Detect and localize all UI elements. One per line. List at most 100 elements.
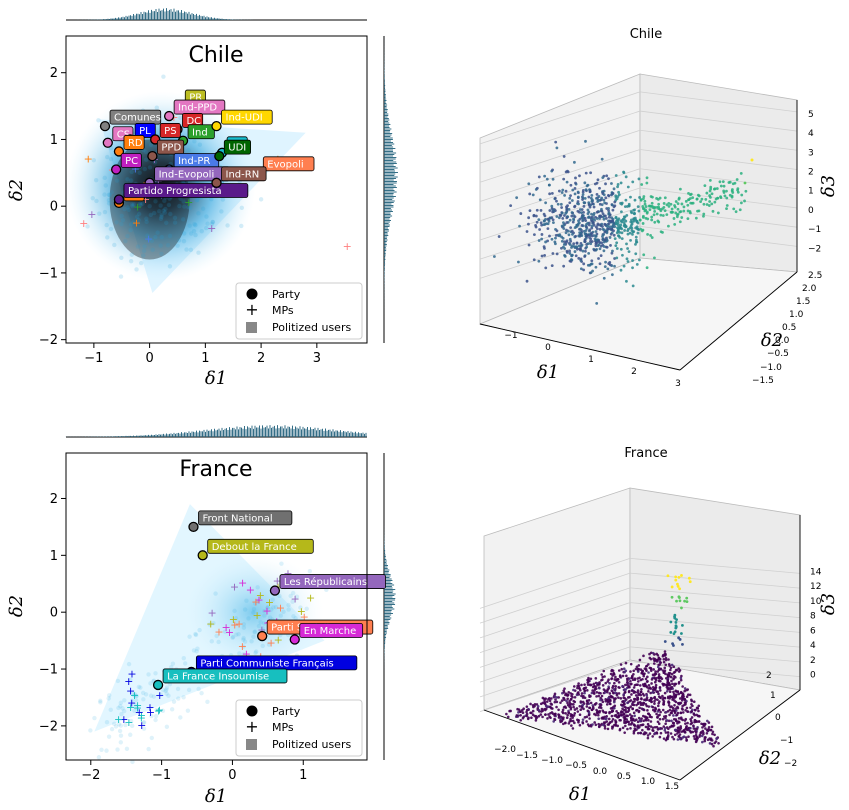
x-tick: 1.0	[641, 777, 656, 787]
party-label: PS	[159, 123, 181, 138]
chile-2d-panel: ++++++++++++++++++++++++++++++++ Comunes…	[6, 8, 398, 389]
svg-text:Comunes: Comunes	[114, 113, 161, 124]
svg-text:2: 2	[50, 492, 58, 507]
svg-text:Ind-PR: Ind-PR	[178, 156, 210, 167]
party-point	[147, 150, 158, 162]
y-tick: 1	[50, 549, 66, 564]
legend-party-marker	[246, 705, 258, 717]
mp-marker: +	[87, 208, 96, 221]
svg-text:DC: DC	[186, 116, 201, 127]
mp-marker: +	[207, 222, 216, 235]
y-tick: 0	[775, 713, 781, 723]
svg-text:−2: −2	[39, 719, 58, 734]
svg-text:La France Insoumise: La France Insoumise	[167, 671, 269, 682]
france-x-axis: −2 −1 0 1	[81, 760, 307, 783]
chile-y-axis: −2 −1 0 1 2	[39, 66, 66, 348]
party-label: Comunes	[109, 109, 162, 125]
z-tick: 14	[810, 567, 822, 577]
mp-marker: +	[254, 594, 263, 607]
chile-3d-zlabel: δ3	[818, 175, 839, 197]
france-party-points: Front National Debout la France Les Républ…	[152, 510, 386, 691]
y-tick: 2	[766, 671, 772, 681]
z-tick: −2	[808, 244, 821, 254]
party-point	[197, 550, 208, 561]
party-label: Partido Progresista	[123, 183, 249, 198]
y-tick: 2	[50, 492, 66, 507]
svg-text:2: 2	[257, 351, 265, 366]
z-tick: 4	[808, 129, 814, 139]
y-tick: −2	[39, 719, 66, 734]
chile-party-points: ComunesCSPLRDPCPHPRInd-PPDDCPSIndPPDInd-…	[99, 89, 315, 208]
mp-marker: +	[274, 634, 283, 647]
legend-party-label: Party	[272, 705, 301, 718]
svg-text:0: 0	[50, 200, 58, 215]
x-tick: 1	[201, 343, 209, 366]
party-label: RD	[123, 135, 145, 150]
party-point	[152, 679, 164, 691]
party-label: Evopoli	[262, 156, 315, 172]
mp-marker: +	[184, 196, 193, 209]
mp-marker: +	[283, 567, 292, 580]
france-legend: Party + MPs Politized users	[235, 699, 363, 757]
legend-party-marker	[246, 288, 258, 300]
mp-marker: +	[306, 591, 315, 604]
z-tick: 3	[808, 148, 814, 158]
svg-text:Debout la France: Debout la France	[212, 542, 297, 553]
y-tick: 2	[50, 66, 66, 81]
mp-marker: +	[214, 626, 223, 639]
mp-marker: +	[133, 201, 142, 214]
x-tick: −1	[504, 331, 517, 341]
party-label: Front National	[198, 510, 293, 526]
z-tick: 5	[808, 110, 814, 120]
svg-text:Ind-UDI: Ind-UDI	[226, 113, 263, 124]
x-tick: −1.0	[541, 756, 563, 766]
party-point	[211, 120, 222, 132]
svg-text:Partido Progresista: Partido Progresista	[128, 186, 222, 197]
x-tick: 3	[675, 379, 681, 389]
party-label: PC	[120, 153, 142, 168]
mp-marker: +	[126, 684, 135, 697]
mp-marker: +	[84, 152, 93, 165]
svg-text:−2: −2	[81, 768, 100, 783]
party-point	[269, 585, 281, 596]
svg-text:0: 0	[228, 768, 236, 783]
x-tick: −1.5	[516, 751, 538, 761]
mp-marker: +	[256, 589, 265, 602]
france-3d-title: France	[624, 446, 667, 461]
mp-marker: +	[135, 706, 144, 719]
mp-marker: +	[133, 699, 142, 712]
party-label: Ind-UDI	[221, 109, 273, 125]
z-tick: 12	[810, 582, 821, 592]
mp-marker: +	[124, 716, 133, 729]
y-tick: 1.5	[796, 297, 810, 307]
x-tick: 2	[631, 367, 637, 377]
mp-marker: +	[141, 193, 150, 206]
mp-marker: +	[230, 580, 239, 593]
mp-marker: +	[133, 701, 142, 714]
mp-marker: +	[131, 163, 140, 176]
svg-text:UDI: UDI	[228, 143, 246, 154]
mp-marker: +	[126, 701, 135, 714]
france-plot-frame	[65, 452, 368, 761]
france-2d-xlabel: δ1	[205, 786, 227, 807]
party-point	[211, 177, 222, 188]
chile-right-marginal	[383, 35, 398, 343]
france-right-marginal	[383, 453, 396, 760]
mp-marker: +	[246, 583, 255, 596]
svg-text:0: 0	[50, 606, 58, 621]
y-tick: 1	[770, 691, 776, 701]
legend-mps-label: MPs	[272, 721, 294, 734]
party-label: PL	[134, 123, 156, 138]
svg-text:−1: −1	[39, 663, 58, 678]
mp-marker: +	[222, 621, 231, 634]
chile-3d-xlabel: δ1	[537, 362, 559, 383]
y-tick: −0.5	[767, 349, 789, 359]
x-tick: −1	[84, 343, 103, 366]
mp-marker: +	[127, 668, 136, 681]
legend-mp-marker: +	[245, 717, 258, 736]
france-2d-panel: ++++++++++++ ++++++++++++ ++++ ++++++++++++…	[6, 425, 396, 807]
z-tick: −1	[808, 225, 821, 235]
z-tick: 0	[810, 671, 816, 681]
chile-3d-box	[478, 73, 798, 371]
